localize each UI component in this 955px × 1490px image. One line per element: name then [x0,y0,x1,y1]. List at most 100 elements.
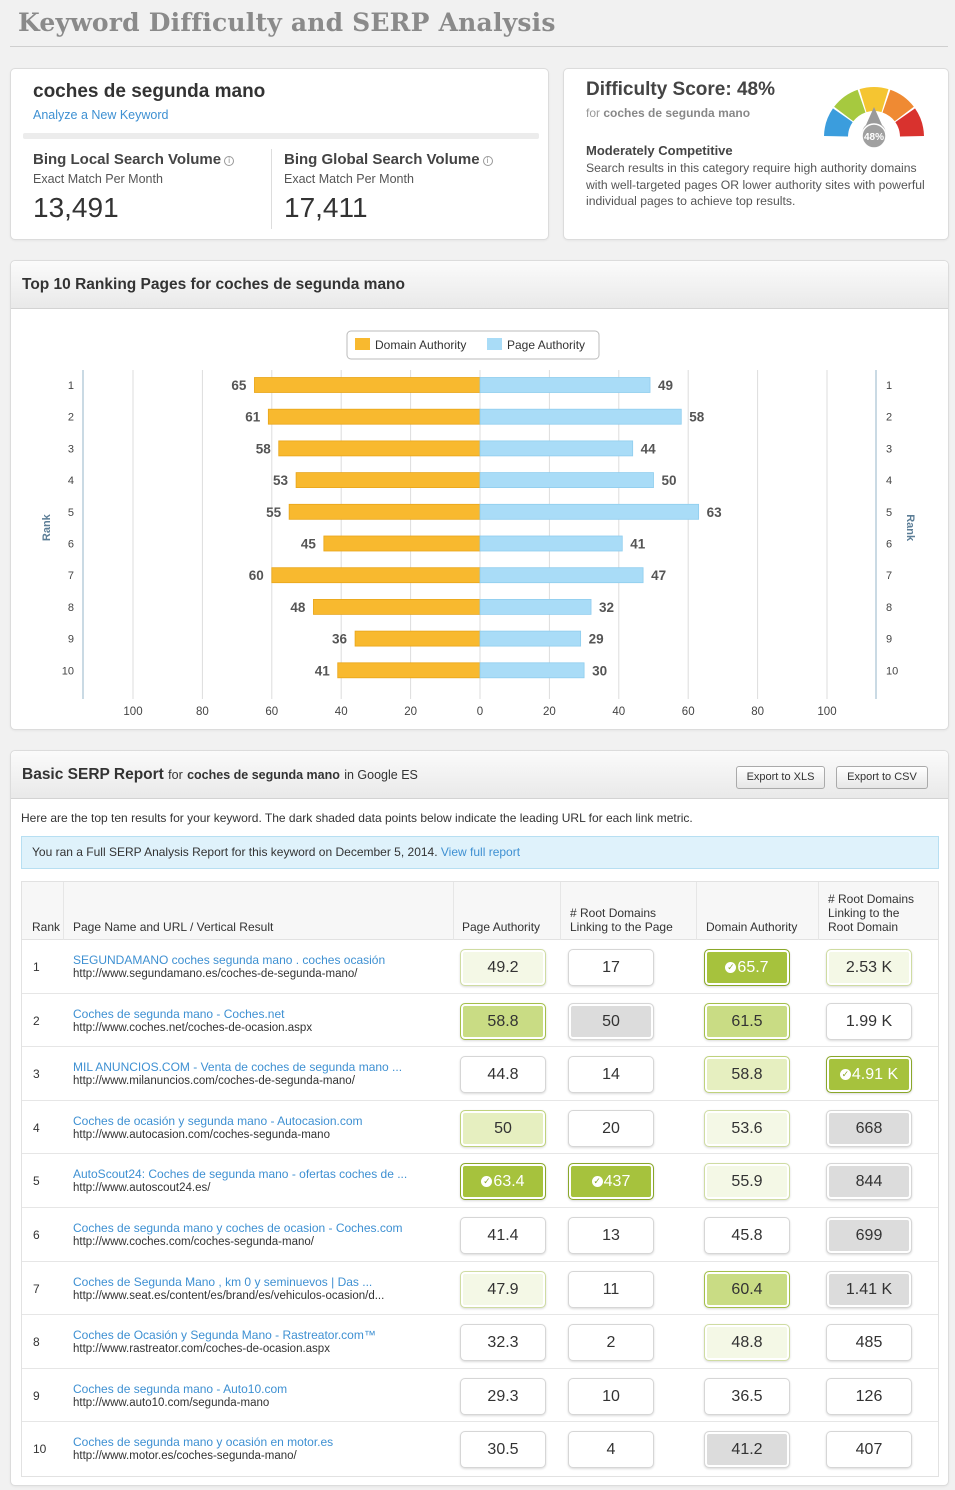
page-authority-bar [479,662,585,679]
page-authority-cell: 58.8 [460,1002,546,1040]
info-icon[interactable]: i [224,156,235,166]
check-icon: ✓ [725,962,737,973]
col-root-domains-domain: # Root Domains Linking to the Root Domain [828,892,915,934]
metric-value: 58.8 [487,1012,519,1030]
difficulty-score: Difficulty Score: 48% [586,79,775,100]
rank-label-left: 3 [68,443,74,455]
analyze-new-keyword-link[interactable]: Analyze a New Keyword [33,108,169,122]
ranking-chart-title: Top 10 Ranking Pages for coches de segun… [22,276,405,293]
result-title-link[interactable]: Coches de segunda mano y coches de ocasi… [73,1220,403,1235]
gauge-segment [834,89,866,122]
rank-label-right: 2 [886,412,892,424]
result-title-link[interactable]: SEGUNDAMANO coches segunda mano . coches… [73,953,386,967]
result-title-link[interactable]: Coches de ocasión y segunda mano - Autoc… [73,1113,363,1128]
serp-report-header: Basic SERP Report for coches de segunda … [11,751,948,799]
rank-cell: 3 [33,1067,40,1082]
root-domains-page-cell: 50 [568,1002,654,1040]
difficulty-for: for coches de segunda mano [586,106,751,120]
rank-cell: 7 [33,1281,40,1296]
page-authority-value: 58 [689,410,705,425]
rank-cell: 8 [33,1335,40,1350]
rank-cell: 4 [33,1120,40,1135]
domain-authority-value: 45 [301,537,317,552]
metric-value: 2.53 K [845,959,893,976]
metric-value: 49.2 [487,959,519,976]
page-authority-cell: 50 [460,1109,546,1147]
global-volume-label: Bing Global Search Volume [284,151,480,168]
root-domains-page-cell: 17 [568,949,654,986]
page-authority-cell: 49.2 [460,949,546,986]
result-title-link[interactable]: Coches de Ocasión y Segunda Mano - Rastr… [73,1328,376,1343]
local-volume-value: 13,491 [33,192,119,223]
metric-value: 4 [606,1441,616,1459]
serp-table-header: Rank Page Name and URL / Vertical Result… [22,882,938,940]
chart-legend: Domain Authority Page Authority [346,330,600,360]
metric-value: 61.5 [731,1012,763,1030]
rank-label-right: 10 [886,665,898,677]
notice-text: You ran a Full SERP Analysis Report for … [32,845,438,859]
result-title-link[interactable]: MIL ANUNCIOS.COM - Venta de coches de se… [73,1060,403,1075]
domain-authority-cell: ✓ 65.7 [704,949,790,986]
result-title-link[interactable]: Coches de Segunda Mano , km 0 y seminuev… [73,1274,373,1289]
root-domains-domain-cell: 126 [826,1377,912,1415]
page-authority-cell: 44.8 [460,1056,546,1094]
metric-value: 17 [602,959,620,976]
root-domains-domain-cell: 1.41 K [826,1270,912,1308]
domain-authority-cell: 48.8 [704,1324,790,1362]
metric-value: 2 [606,1334,616,1352]
result-title-link[interactable]: Coches de segunda mano y ocasión en moto… [73,1435,334,1450]
export-xls-button[interactable]: Export to XLS [736,766,825,789]
rank-label-left: 8 [68,602,74,614]
serp-table: Rank Page Name and URL / Vertical Result… [21,881,939,1477]
domain-authority-value: 60 [249,568,264,583]
table-row: 2 Coches de segunda mano - Coches.net http… [22,993,938,1048]
x-tick-label: 100 [123,706,142,718]
rank-label-left: 9 [68,634,74,646]
result-title-link[interactable]: Coches de segunda mano - Auto10.com [73,1381,288,1396]
page-authority-value: 44 [641,441,657,456]
root-domains-domain-cell: 1.99 K [826,1002,912,1040]
domain-authority-bar [323,535,481,552]
export-csv-button[interactable]: Export to CSV [836,766,928,789]
root-domains-domain-cell: 668 [826,1109,912,1147]
result-url: http://www.segundamano.es/coches-de-segu… [73,968,358,980]
metric-value: 10 [602,1387,620,1405]
metric-value: 437 [603,1173,631,1191]
table-row: 1 SEGUNDAMANO coches segunda mano . coche… [22,940,938,994]
x-tick-label: 40 [335,706,348,718]
domain-authority-value: 53 [273,473,289,488]
domain-authority-bar [313,598,481,615]
page-authority-cell: 41.4 [460,1216,546,1254]
rank-cell: 1 [33,960,40,974]
result-url: http://www.motor.es/coches-segunda-mano/ [73,1450,297,1463]
rank-label-right: 7 [886,570,892,582]
page-authority-bar [479,598,592,615]
metric-value: 13 [602,1226,620,1244]
domain-authority-bar [267,408,481,425]
serp-notice: You ran a Full SERP Analysis Report for … [21,836,939,869]
result-url: http://www.auto10.com/segunda-mano [73,1396,270,1409]
x-tick-label: 0 [477,706,483,718]
serp-report-title: Basic SERP Report for coches de segunda … [22,766,418,783]
domain-authority-value: 41 [315,663,331,678]
check-icon: ✓ [839,1069,851,1081]
gauge-segment [824,108,853,137]
domain-authority-cell: 58.8 [704,1056,790,1094]
view-full-report-link[interactable]: View full report [440,845,521,859]
metric-value: 65.7 [737,959,769,976]
metric-value: 11 [602,1280,620,1298]
rank-label-right: 8 [886,602,892,614]
root-domains-page-cell: 11 [568,1270,654,1308]
result-title-link[interactable]: Coches de segunda mano - Coches.net [73,1006,285,1021]
metric-value: 4.91 K [851,1066,899,1084]
check-icon: ✓ [591,1176,603,1188]
metric-value: 1.99 K [845,1012,893,1030]
global-search-volume: Bing Global Search Volume i Exact Match P… [284,151,493,224]
result-title-link[interactable]: AutoScout24: Coches de segunda mano - of… [73,1167,408,1182]
metric-value: 407 [855,1441,883,1459]
gauge-segment [882,89,914,122]
result-url: http://www.milanuncios.com/coches-de-seg… [73,1075,355,1088]
page-authority-value: 50 [662,473,677,488]
info-icon[interactable]: i [482,156,493,166]
metric-value: 20 [602,1119,620,1137]
